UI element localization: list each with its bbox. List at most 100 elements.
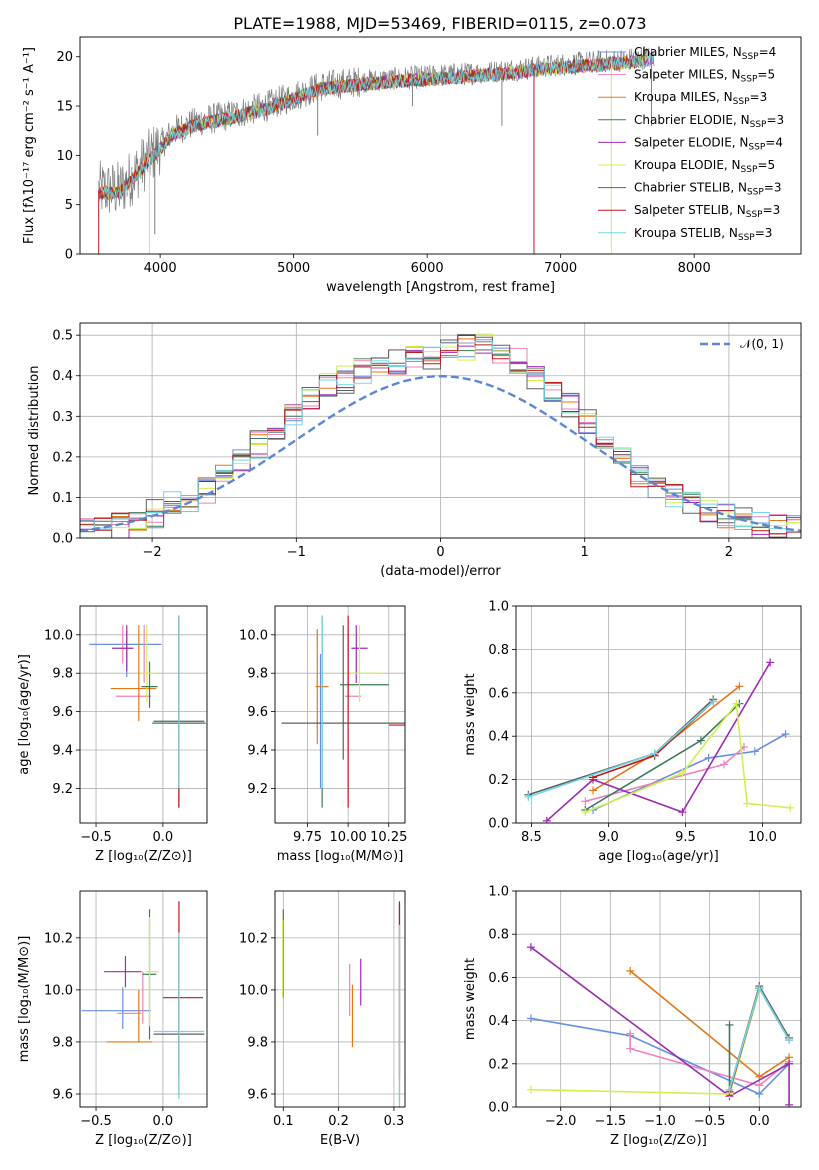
legend-entry-chabrier-stelib: Chabrier STELIB, NSSP=3 bbox=[634, 181, 782, 198]
x-tick-label: 6000 bbox=[411, 261, 444, 276]
spectrum-model-kroupa-stelib bbox=[101, 53, 655, 200]
massweight-vs-Z-frame bbox=[515, 890, 802, 1108]
massweight-vs-age-panel: 8.5 9.0 9.5 10.0 0.0 0.2 0.4 0.6 0.8 1.0 age [log₁… bbox=[463, 600, 802, 864]
y-tick-label: 20 bbox=[56, 50, 73, 65]
x-tick-label: 7000 bbox=[544, 261, 577, 276]
x-tick-label: 8000 bbox=[678, 261, 711, 276]
massweight-vs-Z-plot-area bbox=[526, 943, 794, 1107]
y-tick-label: 0.3 bbox=[52, 410, 73, 425]
mass-vs-Z-plot-area bbox=[81, 901, 205, 1100]
figure-title: PLATE=1988, MJD=53469, FIBERID=0115, z=0… bbox=[233, 14, 646, 33]
series-point-chabrier-miles bbox=[526, 1014, 535, 1023]
y-axis-label: mass weight bbox=[463, 958, 478, 1040]
age-vs-mass-plot-area bbox=[281, 615, 405, 808]
series-point-chabrier-miles bbox=[704, 753, 713, 762]
y-tick-label: 0.4 bbox=[488, 1014, 509, 1029]
series-point-kroupa-elodie bbox=[732, 699, 741, 708]
legend-entry-kroupa-elodie: Kroupa ELODIE, NSSP=5 bbox=[634, 158, 775, 175]
x-axis-label: E(B-V) bbox=[320, 1133, 360, 1148]
y-tick-label: 9.8 bbox=[247, 667, 268, 682]
series-line-kroupa-miles bbox=[592, 685, 740, 792]
spectrum-frame bbox=[79, 36, 802, 255]
spectrum-panel: 4000 5000 6000 7000 8000 0 5 10 15 20 wavelength [… bbox=[22, 36, 802, 295]
x-tick-label: −1 bbox=[287, 545, 306, 560]
series-point-kroupa-stelib bbox=[755, 984, 764, 993]
x-tick-label: 4000 bbox=[144, 261, 177, 276]
y-tick-label: 9.8 bbox=[52, 1035, 73, 1050]
series-line-salpeter-miles bbox=[629, 1033, 790, 1087]
legend-entry-salpeter-miles: Salpeter MILES, NSSP=5 bbox=[634, 68, 775, 85]
x-tick-label: 1 bbox=[581, 545, 589, 560]
series-point-kroupa-stelib bbox=[709, 697, 718, 706]
y-tick-label: 10.0 bbox=[44, 628, 73, 643]
series-point-salpeter-miles bbox=[719, 760, 728, 769]
series-line-salpeter-miles bbox=[585, 746, 745, 803]
spectrum-legend: Chabrier MILES, NSSP=4 Salpeter MILES, NS… bbox=[598, 45, 784, 243]
series-point-salpeter-miles bbox=[755, 1081, 764, 1090]
y-tick-label: 9.6 bbox=[52, 1087, 73, 1102]
legend-entry-chabrier-miles: Chabrier MILES, NSSP=4 bbox=[634, 45, 776, 62]
age-vs-Z-panel: −0.5 0.0 9.2 9.4 9.6 9.8 10.0 Z [log₁₀(Z/Z⊙)] ag… bbox=[17, 605, 208, 864]
series-point-kroupa-miles bbox=[589, 786, 598, 795]
spectrum-plot-area bbox=[98, 47, 655, 254]
x-tick-label: −1.5 bbox=[595, 1114, 627, 1129]
age-vs-mass-frame bbox=[274, 605, 406, 824]
series-line-chabrier-miles bbox=[592, 733, 786, 811]
legend-entry-salpeter-elodie: Salpeter ELODIE, NSSP=4 bbox=[634, 135, 783, 152]
series-point-chabrier-miles bbox=[755, 1090, 764, 1099]
mass-vs-ebv-plot-area bbox=[282, 901, 401, 1107]
residuals-plot-area bbox=[80, 333, 801, 538]
y-tick-label: 10.0 bbox=[239, 628, 268, 643]
series-point-salpeter-elodie bbox=[542, 816, 551, 823]
x-tick-label: 0.0 bbox=[749, 1114, 770, 1129]
legend-entry-kroupa-stelib: Kroupa STELIB, NSSP=3 bbox=[634, 226, 772, 243]
y-axis-label: mass weight bbox=[463, 673, 478, 755]
series-line-chabrier-miles bbox=[530, 1017, 790, 1095]
y-tick-label: 10.0 bbox=[44, 983, 73, 998]
mass-vs-Z-panel: −0.5 0.0 9.6 9.8 10.0 10.2 Z [log₁₀(Z/Z⊙)] mass… bbox=[17, 890, 208, 1148]
x-axis-label: Z [log₁₀(Z/Z⊙)] bbox=[95, 849, 192, 864]
y-tick-label: 1.0 bbox=[488, 885, 509, 900]
x-tick-label: −2.0 bbox=[545, 1114, 577, 1129]
y-tick-label: 9.4 bbox=[247, 744, 268, 759]
series-point-kroupa-elodie bbox=[526, 1085, 535, 1094]
series-point-kroupa-elodie bbox=[581, 808, 590, 817]
series-point-salpeter-elodie bbox=[526, 943, 535, 952]
y-axis-label: Normed distribution bbox=[27, 366, 42, 496]
x-tick-label: 0.2 bbox=[328, 1114, 349, 1129]
x-axis-label: Z [log₁₀(Z/Z⊙)] bbox=[95, 1133, 192, 1148]
y-tick-label: 9.6 bbox=[52, 705, 73, 720]
series-point-kroupa-stelib bbox=[725, 1085, 734, 1094]
residuals-frame bbox=[79, 322, 802, 539]
x-axis-label: Z [log₁₀(Z/Z⊙)] bbox=[610, 1133, 707, 1148]
x-tick-label: 0.0 bbox=[153, 830, 174, 845]
x-tick-label: −0.5 bbox=[694, 1114, 726, 1129]
x-axis-label: age [log₁₀(age/yr)] bbox=[598, 849, 719, 864]
x-tick-label: 0.1 bbox=[273, 1114, 294, 1129]
y-tick-label: 9.6 bbox=[247, 705, 268, 720]
x-tick-label: 0.0 bbox=[153, 1114, 174, 1129]
series-point-salpeter-miles bbox=[581, 797, 590, 806]
x-tick-label: 5000 bbox=[277, 261, 310, 276]
series-point-kroupa-miles bbox=[735, 682, 744, 691]
x-tick-label: 10.0 bbox=[748, 830, 777, 845]
y-tick-label: 9.4 bbox=[52, 744, 73, 759]
series-line-salpeter-elodie bbox=[530, 946, 790, 1105]
series-line-salpeter-stelib bbox=[592, 700, 714, 779]
x-axis-label: mass [log₁₀(M/M⊙)] bbox=[277, 849, 404, 864]
residuals-panel: −2 −1 0 1 2 0.0 0.1 0.2 0.3 0.4 0.5 (data-model)/er… bbox=[27, 322, 802, 579]
y-tick-label: 0.4 bbox=[52, 369, 73, 384]
massweight-vs-age-plot-area bbox=[524, 658, 795, 823]
mass-vs-Z-frame bbox=[79, 890, 208, 1108]
series-point-salpeter-miles bbox=[626, 1044, 635, 1053]
x-tick-label: 0.3 bbox=[384, 1114, 405, 1129]
x-axis-label: (data-model)/error bbox=[380, 564, 501, 579]
series-point-chabrier-elodie bbox=[725, 1020, 734, 1029]
y-tick-label: 9.2 bbox=[247, 782, 268, 797]
y-tick-label: 10 bbox=[56, 149, 73, 164]
y-tick-label: 10.2 bbox=[239, 931, 268, 946]
y-tick-label: 0.5 bbox=[52, 329, 73, 344]
massweight-vs-Z-panel: −2.0 −1.5 −1.0 −0.5 0.0 0.0 0.2 0.4 0.6 0.8 1.0 Z [… bbox=[463, 885, 802, 1148]
x-tick-label: −0.5 bbox=[80, 830, 112, 845]
age-vs-Z-plot-area bbox=[89, 615, 206, 808]
